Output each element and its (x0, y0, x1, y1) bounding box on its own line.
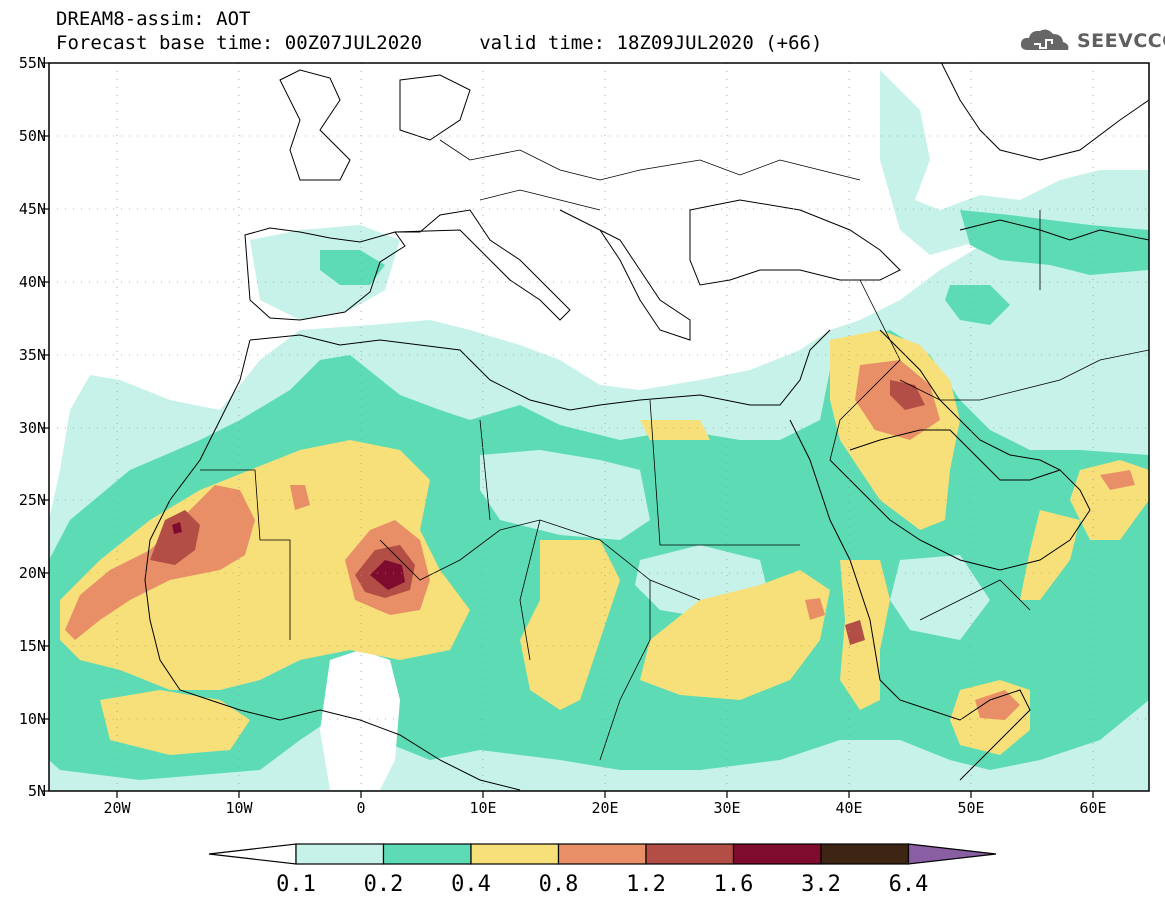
lat-label: 50N (14, 128, 46, 144)
lat-label: 40N (14, 274, 46, 290)
lon-label: 60E (1063, 800, 1123, 816)
lat-label: 20N (14, 565, 46, 581)
lon-label: 50E (941, 800, 1001, 816)
colorbar-bin (734, 844, 822, 864)
lat-label: 25N (14, 492, 46, 508)
colorbar-label: 0.8 (524, 872, 594, 898)
colorbar-bin (209, 844, 296, 864)
lat-label: 55N (14, 55, 46, 71)
lat-label: 10N (14, 711, 46, 727)
lon-label: 0 (331, 800, 391, 816)
colorbar-label: 1.2 (611, 872, 681, 898)
colorbar-bin (296, 844, 384, 864)
aot-map (0, 0, 1165, 835)
lon-label: 30E (697, 800, 757, 816)
lon-label: 40E (819, 800, 879, 816)
lat-label: 45N (14, 201, 46, 217)
colorbar-label: 1.6 (699, 872, 769, 898)
colorbar-bin (646, 844, 734, 864)
colorbar-bin (471, 844, 559, 864)
colorbar-bin (821, 844, 909, 864)
colorbar-bin (909, 844, 997, 864)
lat-label: 5N (14, 783, 46, 799)
colorbar-label: 6.4 (874, 872, 944, 898)
colorbar-label: 0.4 (436, 872, 506, 898)
colorbar-label: 0.1 (261, 872, 331, 898)
lon-label: 10W (209, 800, 269, 816)
lon-label: 20E (575, 800, 635, 816)
colorbar-bin (384, 844, 472, 864)
lon-label: 20W (87, 800, 147, 816)
colorbar-label: 0.2 (349, 872, 419, 898)
colorbar (0, 835, 1165, 871)
lat-label: 15N (14, 638, 46, 654)
colorbar-label: 3.2 (786, 872, 856, 898)
colorbar-bin (559, 844, 647, 864)
lat-label: 30N (14, 420, 46, 436)
lat-label: 35N (14, 347, 46, 363)
lon-label: 10E (453, 800, 513, 816)
